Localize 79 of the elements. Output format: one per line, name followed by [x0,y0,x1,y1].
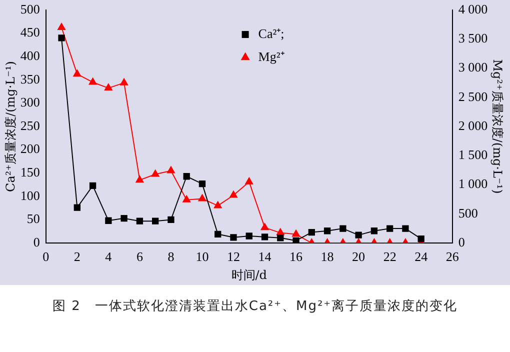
y-tick-label: 500 [20,1,40,16]
point [89,182,96,190]
y-tick-label: 200 [20,141,40,156]
x-tick-label: 24 [414,249,428,264]
point [214,230,222,238]
x-tick-label: 6 [136,249,144,264]
point [120,78,128,86]
y2-tick-label: 4 000 [458,1,488,16]
x-tick-label: 0 [42,249,50,264]
x-tick-label: 20 [352,249,366,264]
legend-label: Ca²⁺; [258,26,284,41]
x-tick-label: 22 [383,249,396,264]
point [277,234,284,242]
y-tick-label: 450 [20,24,40,40]
y2-tick-label: 2 500 [458,88,488,104]
point [198,180,206,188]
y2-tick-label: 500 [458,205,478,220]
legend-label: Mg²⁺ [258,48,284,64]
point [88,78,97,85]
point [260,223,269,230]
x-tick-label: 26 [446,249,460,264]
y-tick-label: 150 [20,164,40,180]
point [151,170,160,177]
point [214,201,222,208]
y2-axis-title: Mg²⁺质量浓度/(mg·L⁻¹) [490,59,505,194]
point [292,230,300,237]
point [370,228,378,234]
y-tick-label: 100 [20,188,40,203]
x-tick-label: 18 [320,249,334,264]
point [340,225,346,232]
text: 图 2 一体式软化澄清装置出水Ca²⁺、Mg²⁺离子质量浓度的变化 [51,298,459,316]
point [183,173,190,180]
y-tick-label: 250 [20,118,40,133]
point [246,232,252,240]
x-axis-title: 时间/d [231,268,268,282]
point [402,225,409,232]
point [73,70,82,77]
y-tick-label: 300 [20,94,40,110]
point [230,190,238,198]
x-tick-label: 2 [74,249,80,264]
y2-tick-label: 1 000 [458,176,488,192]
x-tick-label: 4 [105,249,112,264]
x-tick-label: 12 [226,249,240,264]
y-axis-title: Ca²⁺质量浓度/(mg·L⁻¹) [3,61,18,192]
point [152,218,159,224]
y2-tick-label: 0 [458,234,465,250]
x-tick-label: 16 [290,249,304,264]
point [355,232,362,238]
point [120,214,128,222]
point [198,194,206,202]
y-tick-label: 50 [26,211,40,226]
point [386,225,394,232]
y-tick-label: 350 [20,71,40,86]
point [245,177,254,184]
y2-tick-label: 2 000 [458,118,488,133]
x-tick-label: 8 [168,249,174,264]
point [261,234,268,240]
point [104,84,112,91]
point [182,195,191,202]
point [292,237,300,243]
point [418,235,424,242]
x-tick-label: 10 [196,249,209,264]
point [230,234,237,241]
y-tick-label: 400 [20,48,40,64]
point [58,22,66,30]
point [105,217,112,224]
y2-tick-label: 3 000 [458,60,488,75]
point [136,218,144,224]
point [324,228,331,234]
point [308,228,315,236]
point [168,216,174,224]
y2-tick-label: 3 500 [458,30,488,46]
y2-tick-label: 1 500 [458,147,488,162]
point [74,204,80,211]
y-tick-label: 0 [33,234,40,250]
point [136,176,144,183]
x-tick-label: 14 [258,249,272,264]
point [167,166,175,174]
point [58,34,65,42]
